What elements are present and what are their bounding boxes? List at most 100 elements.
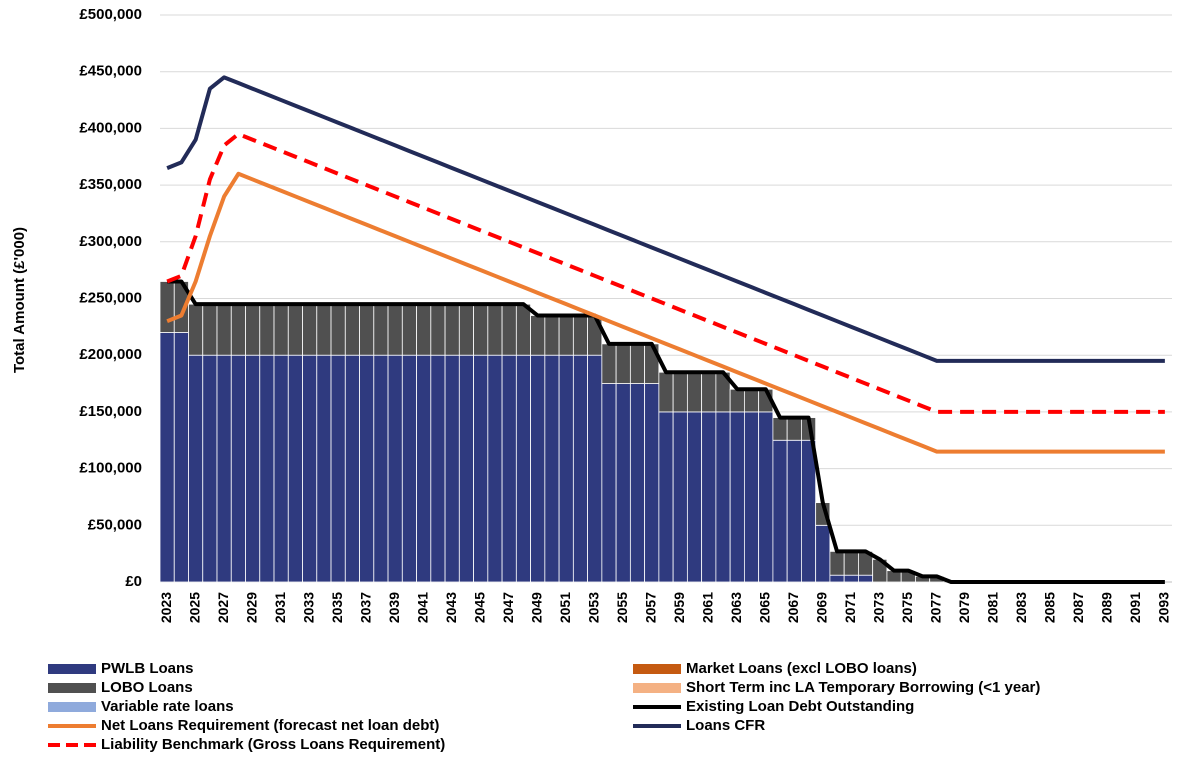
y-tick-label: £350,000 (79, 176, 142, 193)
bar-segment (530, 315, 546, 356)
bar-segment (302, 354, 318, 583)
legend-swatch (633, 683, 681, 693)
bar-segment (786, 439, 802, 583)
legend-label: Net Loans Requirement (forecast net loan… (101, 717, 439, 734)
y-axis-label: Total Amount (£'000) (11, 227, 28, 373)
x-tick-label: 2077 (928, 592, 944, 623)
x-tick-label: 2053 (585, 592, 601, 623)
bar-segment (572, 354, 589, 583)
y-tick-label: £150,000 (79, 403, 142, 420)
bar-segment (729, 411, 745, 583)
x-tick-label: 2029 (243, 592, 259, 623)
bar-segment (843, 574, 859, 583)
bar-segment (287, 303, 303, 356)
bar-segment (159, 332, 175, 583)
bar-segment (843, 550, 859, 576)
x-tick-label: 2063 (728, 592, 744, 623)
bar-segment (601, 343, 617, 384)
bar-segment (430, 303, 446, 356)
x-tick-label: 2061 (699, 592, 715, 623)
x-tick-label: 2055 (614, 592, 630, 623)
x-tick-label: 2051 (557, 592, 573, 623)
bar-segment (401, 354, 417, 583)
y-tick-label: £500,000 (79, 6, 142, 23)
legend-label: Liability Benchmark (Gross Loans Require… (101, 736, 445, 753)
line-series (167, 279, 1165, 584)
bar-segment (245, 303, 261, 356)
x-tick-label: 2047 (500, 592, 516, 623)
bar-segment (672, 411, 688, 583)
bar-segment (387, 303, 403, 356)
bar-segment (188, 354, 204, 583)
bar-segment (216, 303, 232, 356)
x-tick-label: 2079 (956, 592, 972, 623)
bar-segment (729, 388, 745, 413)
y-tick-label: £400,000 (79, 119, 142, 136)
bar-segment (273, 303, 289, 356)
bar-segment (444, 354, 460, 583)
bar-segment (159, 281, 175, 333)
bar-segment (672, 371, 688, 413)
x-tick-label: 2075 (899, 592, 915, 623)
bar-segment (444, 303, 460, 356)
bar-segment (544, 354, 560, 583)
bar-segment (858, 574, 874, 583)
x-tick-label: 2023 (158, 592, 174, 623)
x-tick-label: 2071 (842, 592, 858, 623)
x-tick-label: 2087 (1070, 592, 1086, 623)
bar-segment (359, 303, 375, 356)
bar-segment (587, 354, 603, 583)
bar-segment (473, 303, 489, 356)
bar-segment (330, 303, 346, 356)
x-tick-label: 2045 (471, 592, 487, 623)
bar-segment (772, 439, 788, 583)
bar-segment (401, 303, 417, 356)
bar-segment (658, 411, 674, 583)
x-tick-label: 2083 (1013, 592, 1029, 623)
bar-segment (416, 303, 432, 356)
bar-segment (558, 315, 574, 356)
bar-segment (743, 411, 760, 583)
bar-segment (245, 354, 261, 583)
x-tick-label: 2069 (813, 592, 829, 623)
x-tick-label: 2085 (1042, 592, 1058, 623)
legend-swatch (48, 664, 96, 674)
x-tick-label: 2039 (386, 592, 402, 623)
x-tick-label: 2091 (1127, 592, 1143, 623)
bar-segment (601, 383, 617, 583)
x-tick-label: 2065 (756, 592, 772, 623)
bar-segment (501, 354, 517, 583)
x-tick-label: 2041 (414, 592, 430, 623)
bar-segment (373, 303, 389, 356)
legend-label: Short Term inc LA Temporary Borrowing (<… (686, 679, 1040, 696)
x-tick-label: 2093 (1156, 592, 1172, 623)
legend-label: Market Loans (excl LOBO loans) (686, 660, 917, 677)
bar-segment (515, 303, 531, 356)
bar-segment (430, 354, 446, 583)
bar-segment (644, 383, 660, 583)
bar-segment (259, 303, 275, 356)
bar-segment (316, 303, 332, 356)
y-tick-label: £450,000 (79, 63, 142, 80)
bar-segment (544, 315, 560, 356)
bar-segment (387, 354, 403, 583)
bar-segment (458, 303, 474, 356)
bar-segment (316, 354, 332, 583)
x-tick-label: 2089 (1099, 592, 1115, 623)
x-tick-label: 2035 (329, 592, 345, 623)
x-tick-label: 2081 (985, 592, 1001, 623)
bar-segment (801, 439, 817, 583)
y-tick-label: £50,000 (88, 516, 142, 533)
bar-segment (373, 354, 389, 583)
bar-segment (629, 343, 646, 384)
x-tick-label: 2027 (215, 592, 231, 623)
y-tick-label: £200,000 (79, 346, 142, 363)
bar-segment (758, 411, 774, 583)
x-tick-label: 2033 (300, 592, 316, 623)
bar-segment (829, 550, 845, 576)
bar-segment (772, 417, 788, 441)
x-tick-label: 2025 (186, 592, 202, 623)
bar-segment (530, 354, 546, 583)
line-series (166, 132, 1165, 414)
